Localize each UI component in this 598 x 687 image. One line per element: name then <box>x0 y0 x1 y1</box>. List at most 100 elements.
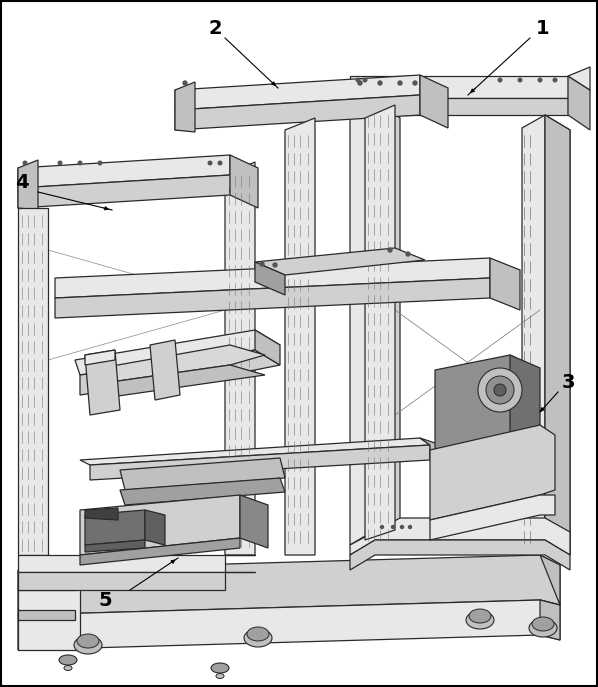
Polygon shape <box>175 75 420 110</box>
Polygon shape <box>120 478 285 505</box>
Polygon shape <box>350 518 570 555</box>
Polygon shape <box>80 350 280 395</box>
Polygon shape <box>375 102 400 540</box>
Circle shape <box>388 248 392 252</box>
Polygon shape <box>80 495 240 555</box>
Polygon shape <box>80 438 430 465</box>
Circle shape <box>183 81 187 85</box>
Circle shape <box>494 384 506 396</box>
Polygon shape <box>85 510 145 545</box>
Text: 4: 4 <box>15 172 29 192</box>
Ellipse shape <box>216 673 224 679</box>
Circle shape <box>378 81 382 85</box>
Circle shape <box>98 161 102 165</box>
Circle shape <box>498 78 502 82</box>
Circle shape <box>518 78 522 82</box>
Polygon shape <box>55 258 490 298</box>
Circle shape <box>218 161 222 165</box>
Polygon shape <box>225 162 255 555</box>
Polygon shape <box>350 76 568 98</box>
Polygon shape <box>568 67 590 90</box>
Ellipse shape <box>466 611 494 629</box>
Polygon shape <box>90 345 265 385</box>
Polygon shape <box>568 76 590 130</box>
Polygon shape <box>18 175 230 208</box>
Circle shape <box>273 263 277 267</box>
Polygon shape <box>230 155 258 208</box>
Ellipse shape <box>74 636 102 654</box>
Circle shape <box>406 252 410 256</box>
Polygon shape <box>18 160 38 210</box>
Polygon shape <box>522 115 545 555</box>
Circle shape <box>398 81 402 85</box>
Polygon shape <box>490 258 520 310</box>
Polygon shape <box>255 262 285 295</box>
Polygon shape <box>350 102 375 545</box>
Polygon shape <box>145 510 165 545</box>
Circle shape <box>401 526 404 528</box>
Polygon shape <box>545 115 570 555</box>
Polygon shape <box>18 570 80 650</box>
Circle shape <box>260 262 264 266</box>
Polygon shape <box>175 95 420 130</box>
Polygon shape <box>85 350 115 365</box>
Polygon shape <box>18 572 255 590</box>
Polygon shape <box>240 495 268 548</box>
Ellipse shape <box>59 655 77 665</box>
Circle shape <box>486 376 514 404</box>
Text: 2: 2 <box>208 19 222 38</box>
Text: 3: 3 <box>562 372 575 392</box>
Text: 5: 5 <box>98 591 112 609</box>
Polygon shape <box>18 208 48 555</box>
Ellipse shape <box>469 609 491 623</box>
Ellipse shape <box>529 619 557 637</box>
Ellipse shape <box>77 634 99 648</box>
Polygon shape <box>55 278 490 318</box>
Polygon shape <box>350 540 570 570</box>
Ellipse shape <box>244 629 272 647</box>
Polygon shape <box>18 555 255 572</box>
Text: 1: 1 <box>536 19 550 38</box>
Circle shape <box>380 526 383 528</box>
Circle shape <box>408 526 411 528</box>
Polygon shape <box>285 118 315 555</box>
Polygon shape <box>80 538 240 565</box>
Polygon shape <box>85 508 118 520</box>
Polygon shape <box>430 495 555 540</box>
Polygon shape <box>75 330 280 375</box>
Polygon shape <box>420 438 450 462</box>
Polygon shape <box>18 610 75 620</box>
Circle shape <box>58 161 62 165</box>
Polygon shape <box>545 115 570 555</box>
Circle shape <box>392 526 395 528</box>
Polygon shape <box>85 540 145 552</box>
Ellipse shape <box>211 663 229 673</box>
Polygon shape <box>510 355 540 455</box>
Circle shape <box>553 78 557 82</box>
Circle shape <box>478 368 522 412</box>
Circle shape <box>78 161 82 165</box>
Polygon shape <box>120 458 285 490</box>
Polygon shape <box>430 425 555 520</box>
Circle shape <box>356 78 360 82</box>
Polygon shape <box>435 435 520 465</box>
Polygon shape <box>85 350 120 415</box>
Circle shape <box>363 78 367 82</box>
Polygon shape <box>255 330 280 365</box>
Polygon shape <box>540 555 560 640</box>
Polygon shape <box>90 365 265 400</box>
Circle shape <box>413 81 417 85</box>
Polygon shape <box>350 98 568 115</box>
Polygon shape <box>435 355 520 450</box>
Ellipse shape <box>532 617 554 631</box>
Polygon shape <box>18 155 230 188</box>
Circle shape <box>23 161 27 165</box>
Polygon shape <box>365 105 395 540</box>
Polygon shape <box>255 248 425 275</box>
Ellipse shape <box>64 666 72 671</box>
Circle shape <box>208 161 212 165</box>
Polygon shape <box>18 600 560 650</box>
Polygon shape <box>90 445 430 480</box>
Polygon shape <box>18 555 560 615</box>
Polygon shape <box>150 340 180 400</box>
